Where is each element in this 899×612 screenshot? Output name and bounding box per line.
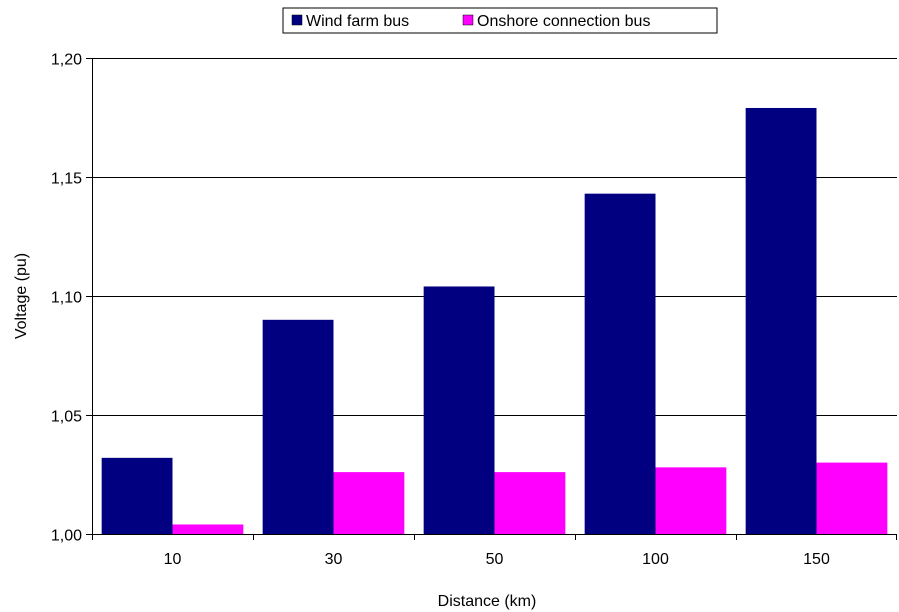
y-tick-label: 1,00 bbox=[51, 528, 82, 545]
legend-border bbox=[282, 7, 718, 34]
bars bbox=[101, 107, 888, 534]
y-tick-labels: 1,00 1,05 1,10 1,15 1,20 bbox=[51, 52, 82, 545]
x-tick-label: 10 bbox=[164, 551, 182, 568]
y-axis-title: Voltage (pu) bbox=[13, 253, 30, 339]
x-axis-title: Distance (km) bbox=[438, 593, 537, 610]
legend-swatch-onshore-connection-bus bbox=[462, 14, 474, 26]
legend: Wind farm bus Onshore connection bus bbox=[282, 7, 718, 34]
bar-onshore-connection-bus-10 bbox=[172, 524, 244, 534]
x-tick-label: 50 bbox=[486, 551, 504, 568]
legend-label-onshore-connection-bus: Onshore connection bus bbox=[477, 13, 650, 30]
bar-wind-farm-bus-10 bbox=[101, 457, 173, 534]
legend-swatch-wind-farm-bus bbox=[291, 14, 303, 26]
legend-label-wind-farm-bus: Wind farm bus bbox=[306, 13, 409, 30]
bar-wind-farm-bus-100 bbox=[584, 193, 656, 534]
x-tick-label: 100 bbox=[642, 551, 669, 568]
bar-wind-farm-bus-50 bbox=[423, 286, 495, 534]
bar-wind-farm-bus-150 bbox=[745, 107, 817, 534]
y-tick-label: 1,10 bbox=[51, 290, 82, 307]
x-tick-label: 30 bbox=[325, 551, 343, 568]
bar-wind-farm-bus-30 bbox=[262, 319, 334, 534]
bar-onshore-connection-bus-50 bbox=[494, 472, 566, 534]
axes bbox=[86, 58, 897, 540]
bar-onshore-connection-bus-30 bbox=[333, 472, 405, 534]
y-tick-label: 1,20 bbox=[51, 52, 82, 69]
bar-onshore-connection-bus-100 bbox=[655, 467, 727, 534]
y-tick-label: 1,15 bbox=[51, 171, 82, 188]
x-tick-labels: 10 30 50 100 150 bbox=[164, 551, 830, 568]
bar-onshore-connection-bus-150 bbox=[816, 462, 888, 534]
y-tick-label: 1,05 bbox=[51, 409, 82, 426]
x-tick-label: 150 bbox=[803, 551, 830, 568]
